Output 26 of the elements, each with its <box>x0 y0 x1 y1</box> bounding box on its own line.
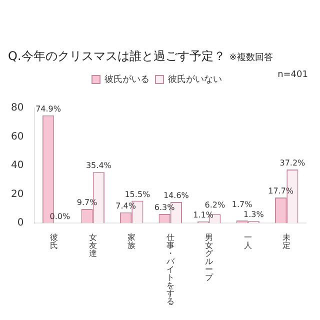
y-tick-label: 40 <box>10 160 24 172</box>
y-tick-label: 20 <box>10 188 24 200</box>
legend-label: 彼氏がいる <box>104 74 150 85</box>
x-tick-label: 彼氏 <box>50 233 58 250</box>
data-label: 35.4% <box>86 161 112 170</box>
data-label: 74.9% <box>36 104 62 114</box>
data-label: 14.6% <box>163 191 190 200</box>
x-tick-label: 女友達 <box>88 233 97 258</box>
x-tick-label: 男女グループ <box>205 233 214 282</box>
y-tick-label: 0 <box>17 218 24 229</box>
data-label: 1.7% <box>232 200 253 210</box>
text: n=401 <box>278 70 308 80</box>
data-label: 15.5% <box>124 190 151 199</box>
chart-subtitle: ※複数回答 <box>229 52 273 64</box>
data-label: 1.1% <box>193 210 214 220</box>
data-label: 37.2% <box>280 158 306 168</box>
data-label: 1.3% <box>244 210 264 220</box>
y-tick-label: 60 <box>10 131 24 142</box>
chart-title: Q.今年のクリスマスは誰と過ごす予定？ <box>8 48 226 65</box>
category-label: 仕事・バイトをする <box>166 233 174 306</box>
data-label: 6.2% <box>204 200 226 210</box>
x-tick-label: 一人 <box>244 233 252 250</box>
legend-label: 彼氏がいない <box>168 74 222 85</box>
x-tick-label: 未定 <box>282 233 291 250</box>
x-tick-label: 家族 <box>128 233 136 250</box>
y-tick-label: 80 <box>10 102 24 114</box>
